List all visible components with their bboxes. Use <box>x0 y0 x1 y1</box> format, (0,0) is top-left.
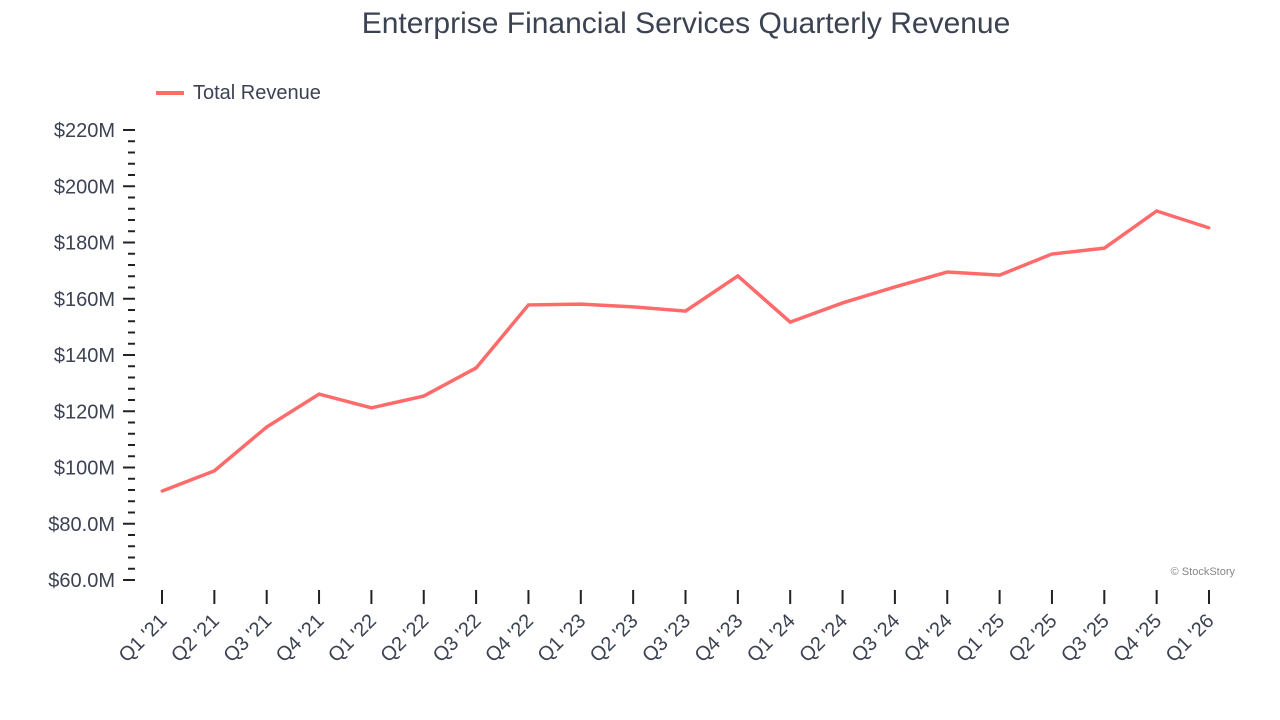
data-point <box>369 406 373 410</box>
data-point <box>841 301 845 305</box>
x-tick-label: Q2 '23 <box>586 610 643 667</box>
data-point <box>422 394 426 398</box>
data-point <box>998 273 1002 277</box>
x-tick-label: Q3 '24 <box>848 610 905 667</box>
data-point <box>893 285 897 289</box>
legend: Total Revenue <box>156 82 321 104</box>
y-tick-label: $220M <box>54 120 115 142</box>
x-tick-label: Q3 '25 <box>1057 610 1114 667</box>
x-tick-label: Q4 '24 <box>900 610 957 667</box>
x-tick-label: Q3 '21 <box>219 610 276 667</box>
x-tick-label: Q2 '21 <box>167 610 224 667</box>
x-tick-label: Q4 '22 <box>481 610 538 667</box>
y-tick-label: $80.0M <box>48 514 115 536</box>
chart-title: Enterprise Financial Services Quarterly … <box>362 7 1011 40</box>
data-point <box>1050 252 1054 256</box>
data-point <box>631 305 635 309</box>
y-tick-label: $100M <box>54 458 115 480</box>
data-point <box>579 302 583 306</box>
x-tick-label: Q1 '21 <box>115 610 172 667</box>
x-tick-label: Q3 '22 <box>429 610 486 667</box>
data-point <box>474 366 478 370</box>
x-tick-label: Q3 '23 <box>638 610 695 667</box>
data-point <box>1207 226 1211 230</box>
data-point <box>526 303 530 307</box>
plot-area <box>160 209 1211 493</box>
x-tick-label: Q2 '24 <box>795 610 852 667</box>
data-point <box>317 392 321 396</box>
x-tick-label: Q1 '24 <box>743 610 800 667</box>
x-tick-label: Q1 '25 <box>952 610 1009 667</box>
x-tick-label: Q4 '23 <box>691 610 748 667</box>
data-point <box>1102 246 1106 250</box>
y-tick-label: $60.0M <box>48 570 115 592</box>
x-tick-label: Q2 '25 <box>1005 610 1062 667</box>
data-point <box>684 309 687 313</box>
x-tick-label: Q4 '21 <box>272 610 329 667</box>
legend-label: Total Revenue <box>193 82 321 104</box>
x-tick-label: Q1 '22 <box>324 610 381 667</box>
data-point <box>1155 209 1159 213</box>
data-point <box>945 270 949 274</box>
y-tick-label: $180M <box>54 233 115 255</box>
data-point <box>265 425 269 429</box>
data-point <box>736 274 740 278</box>
credit-watermark: © StockStory <box>1171 566 1236 578</box>
x-tick-label: Q2 '22 <box>376 610 433 667</box>
x-tick-label: Q1 '26 <box>1162 610 1219 667</box>
x-tick-label: Q4 '25 <box>1109 610 1166 667</box>
x-tick-label: Q1 '23 <box>534 610 591 667</box>
y-tick-label: $200M <box>54 176 115 198</box>
y-tick-label: $140M <box>54 345 115 367</box>
data-point <box>160 489 164 493</box>
y-tick-label: $120M <box>54 401 115 423</box>
y-axis: $60.0M $80.0M $100M $120M $140M $160M $180M $20… <box>48 120 135 592</box>
y-tick-label: $160M <box>54 289 115 311</box>
data-point <box>788 320 792 324</box>
data-point <box>212 469 216 473</box>
